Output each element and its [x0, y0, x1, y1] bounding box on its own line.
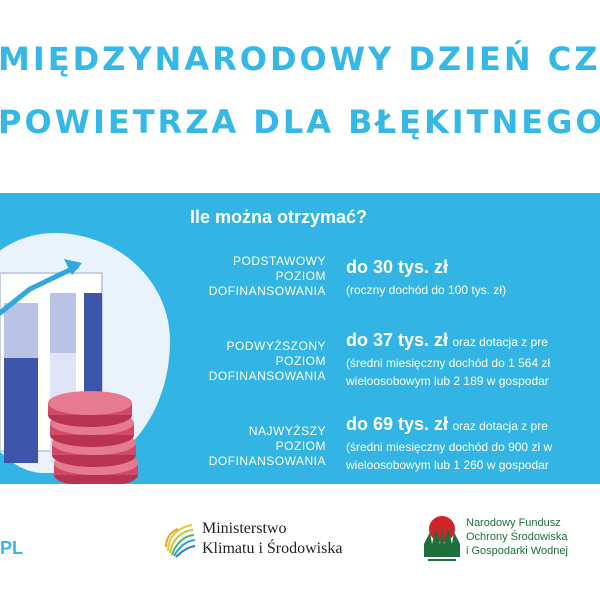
tier-raised-label: PODWYŻSZONY POZIOM DOFINANSOWANIA	[150, 339, 326, 384]
note-line: wieloosobowym lub 1 260 w gospodar	[346, 458, 549, 472]
tier-highest-amount: do 69 tys. zł oraz dotacja z pre	[346, 414, 548, 435]
tier-basic-label: PODSTAWOWY POZIOM DOFINANSOWANIA	[150, 254, 326, 299]
tier-label-line: DOFINANSOWANIA	[208, 284, 326, 298]
tier-basic-amount: do 30 tys. zł	[346, 257, 448, 278]
tier-label-line: POZIOM	[275, 439, 326, 453]
tier-label-line: NAJWYŻSZY	[248, 424, 326, 438]
tier-raised-note: (średni miesięczny dochód do 1 564 zł wi…	[346, 354, 550, 390]
amount-suffix: oraz dotacja z pre	[452, 419, 548, 433]
tier-label-line: PODSTAWOWY	[233, 254, 326, 268]
tier-raised-amount: do 37 tys. zł oraz dotacja z pre	[346, 330, 548, 351]
fund-name-line: Narodowy Fundusz	[466, 517, 561, 529]
site-domain-fragment[interactable]: PL	[0, 538, 24, 558]
note-line: (średni miesięczny dochód do 1 564 zł	[346, 356, 551, 370]
tier-label-line: PODWYŻSZONY	[226, 339, 326, 353]
funding-panel: Ile można otrzymać? PODSTAWOWY POZIOM DO…	[0, 193, 600, 484]
ministry-name-line: Klimatu i Środowiska	[202, 540, 343, 557]
panel-heading: Ile można otrzymać?	[190, 207, 368, 227]
nfos-logo-block: Narodowy Fundusz Ochrony Środowiska i Go…	[418, 512, 600, 572]
amount-suffix: oraz dotacja z pre	[452, 335, 548, 349]
coin-stack-icon	[48, 391, 138, 484]
ministry-logo-block: Ministerstwo Klimatu i Środowiska	[162, 519, 392, 563]
nfos-logo	[424, 516, 460, 561]
fund-name: Narodowy Fundusz Ochrony Środowiska i Go…	[466, 516, 568, 558]
tier-label-line: POZIOM	[275, 354, 326, 368]
note-line: (roczny dochód do 100 tys. zł)	[346, 283, 507, 297]
ministry-name-line: Ministerstwo	[202, 520, 287, 537]
tier-highest-label: NAJWYŻSZY POZIOM DOFINANSOWANIA	[150, 424, 326, 469]
fund-name-line: i Gospodarki Wodnej	[466, 545, 568, 557]
note-line: wieloosobowym lub 2 189 w gospodar	[346, 374, 549, 388]
tier-highest-note: (średni miesięczny dochód do 900 zł w wi…	[346, 438, 552, 474]
note-line: (średni miesięczny dochód do 900 zł w	[346, 440, 553, 454]
fund-name-line: Ochrony Środowiska	[466, 531, 568, 543]
ministry-leaf-logo	[165, 524, 196, 558]
ministry-name: Ministerstwo Klimatu i Środowiska	[202, 519, 342, 559]
title-line-1: MIĘDZYNARODOWY DZIEŃ CZ	[0, 40, 600, 78]
amount-value: do 69 tys. zł	[346, 414, 449, 434]
amount-value: do 37 tys. zł	[346, 330, 449, 350]
tier-label-line: DOFINANSOWANIA	[208, 454, 326, 468]
amount-value: do 30 tys. zł	[346, 257, 449, 277]
tier-label-line: DOFINANSOWANIA	[208, 369, 326, 383]
tier-basic-note: (roczny dochód do 100 tys. zł)	[346, 281, 506, 299]
title-line-2: POWIETRZA DLA BŁĘKITNEGO	[0, 103, 600, 141]
tier-label-line: POZIOM	[275, 269, 326, 283]
